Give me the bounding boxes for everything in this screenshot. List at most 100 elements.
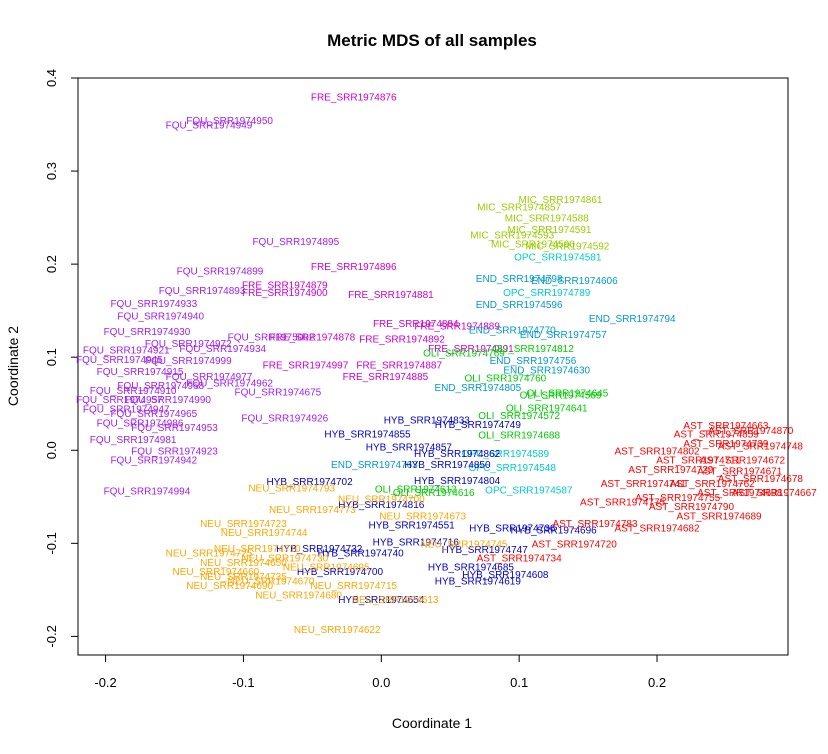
point-label: HYB_SRR1974619 (435, 577, 522, 588)
point-label: FRE_SRR1974896 (311, 262, 397, 273)
point-label: HYB_SRR1974749 (435, 420, 522, 431)
point-label: MIC_SRR1974592 (525, 242, 609, 253)
y-tick-label: 0.1 (44, 348, 59, 366)
point-label: HYB_SRR1974855 (324, 430, 411, 441)
point-label: OPC_SRR1974548 (469, 463, 557, 474)
point-label: END_SRR1974756 (490, 356, 577, 367)
point-label: FQU_SRR1974930 (104, 327, 191, 338)
point-label: AST_SRR1974790 (649, 502, 734, 513)
point-label: NEU_SRR1974650 (200, 558, 287, 569)
point-label: MIC_SRR1974590 (491, 240, 575, 251)
point-label: OPC_SRR1974587 (485, 485, 573, 496)
point-label: HYB_SRR1974736 (469, 524, 556, 535)
point-label: FQU_SRR1974986 (97, 418, 184, 429)
point-label: AST_SRR1974739 (683, 439, 768, 450)
x-tick-label: -0.2 (94, 675, 116, 690)
point-label: NEU_SRR1974680 (255, 591, 342, 602)
point-label: FRE_SRR1974889 (414, 322, 500, 333)
point-label: MIC_SRR1974588 (505, 214, 589, 225)
x-tick-label: -0.1 (232, 675, 254, 690)
point-label: FRE_SRR1974891 (428, 344, 514, 355)
point-label: FQU_SRR1974990 (124, 395, 211, 406)
point-label: HYB_SRR1974608 (462, 570, 549, 581)
point-label: AST_SRR1974755 (635, 493, 720, 504)
x-tick-label: 0.2 (648, 675, 666, 690)
point-label: FQU_SRR1974953 (131, 423, 218, 434)
point-label: FRE_SRR1974997 (263, 361, 349, 372)
y-axis: -0.2 -0.1 0.0 0.1 0.2 0.3 0.4 (44, 69, 78, 648)
point-label: FQU_SRR1974999 (145, 356, 232, 367)
point-label: OPC_SRR1974581 (514, 253, 602, 264)
point-label: END_SRR1974794 (589, 314, 676, 325)
point-label: END_SRR1974630 (503, 365, 590, 376)
point-label: NEU_SRR1974690 (186, 581, 273, 592)
point-label: MIC_SRR1974857 (477, 202, 561, 213)
point-label: OPC_SRR1974789 (503, 288, 591, 299)
point-label: OLI_SRR1974812 (492, 344, 574, 355)
point-label: FQU_SRR1974950 (186, 116, 273, 127)
point-label: AST_SRR1974663 (683, 421, 768, 432)
point-label: FQU_SRR1974675 (235, 388, 322, 399)
point-label: FQU_SRR1974942 (110, 456, 197, 467)
point-label: HYB_SRR1974716 (373, 537, 460, 548)
point-label: FRE_SRR1974885 (343, 372, 429, 383)
point-label: AST_SRR1974802 (614, 446, 699, 457)
point-label: HYB_SRR1974862 (414, 449, 501, 460)
point-label: AST_SRR1974762 (670, 479, 755, 490)
point-label: FQU_SRR1974933 (110, 299, 197, 310)
y-tick-label: 0.2 (44, 255, 59, 273)
point-labels: FRE_SRR1974876 FQU_SRR1974950 FQU_SRR19749… (76, 93, 817, 636)
point-label: HYB_SRR1974551 (369, 521, 456, 532)
point-label: FRE_SRR1974887 (356, 361, 442, 372)
point-label: OLI_SRR1974569 (520, 390, 602, 401)
point-label: END_SRR1974798 (476, 274, 563, 285)
chart-title: Metric MDS of all samples (327, 31, 537, 50)
point-label: FQU_SRR1974934 (179, 344, 266, 355)
point-label: NEU_SRR1974695 (283, 563, 370, 574)
point-label: FQU_SRR1974972 (145, 339, 232, 350)
point-label: AST_SRR1974672 (700, 456, 785, 467)
point-label: FQU_SRR1974899 (177, 267, 264, 278)
point-label: FQU_SRR1974977 (166, 372, 253, 383)
y-axis-label: Coordinate 2 (5, 326, 21, 406)
point-label: FRE_SRR1974884 (373, 319, 459, 330)
point-label: OPC_SRR1974589 (462, 449, 550, 460)
point-label: HYB_SRR1974700 (297, 567, 384, 578)
point-label: NEU_SRR1974622 (294, 625, 381, 636)
point-label: NEU_SRR1974613 (352, 595, 439, 606)
point-label: FRE_SRR1974892 (359, 335, 445, 346)
y-tick-label: 0.4 (44, 69, 59, 87)
point-label: NEU_SRR1974773 (269, 505, 356, 516)
point-label: END_SRR1974763 (331, 460, 418, 471)
point-label: AST_SRR1974748 (718, 442, 803, 453)
point-label: AST_SRR1974689 (677, 511, 762, 522)
point-label: END_SRR1974596 (476, 300, 563, 311)
point-label: FRE_SRR1974900 (242, 288, 328, 299)
x-axis: -0.2 -0.1 0.0 0.1 0.2 (94, 654, 666, 690)
point-label: NEU_SRR1974730 (241, 553, 328, 564)
point-label: OLI_SRR1974641 (506, 403, 588, 414)
point-label: HYB_SRR1974685 (428, 563, 515, 574)
point-label: FQU_SRR1974947 (83, 404, 170, 415)
x-axis-label: Coordinate 1 (392, 715, 472, 731)
x-tick-label: 0.0 (372, 675, 390, 690)
point-label: FRE_SRR1974879 (242, 281, 328, 292)
point-label: AST_SRR1974775 (580, 497, 665, 508)
point-label: HYB_SRR1974747 (442, 545, 529, 556)
point-label: MIC_SRR1974861 (519, 195, 603, 206)
point-label: NEU_SRR1974673 (379, 511, 466, 522)
point-label: FQU_SRR1974965 (110, 409, 197, 420)
point-label: HYB_SRR1974732 (276, 544, 363, 555)
point-label: NEU_SRR1974670 (228, 577, 315, 588)
point-label: FQU_SRR1975002 (228, 333, 315, 344)
point-label: AST_SRR1974671 (697, 467, 782, 478)
point-label: AST_SRR1974682 (614, 524, 699, 535)
point-label: HYB_SRR1974804 (414, 476, 501, 487)
point-label: FQU_SRR1974994 (104, 486, 191, 497)
point-label: HYB_SRR1974816 (338, 500, 425, 511)
point-label: FQU_SRR1974923 (131, 446, 218, 457)
point-label: FRE_SRR1974876 (311, 93, 397, 104)
point-label: OLI_SRR1974572 (478, 411, 560, 422)
point-label: AST_SRR1974783 (552, 519, 637, 530)
